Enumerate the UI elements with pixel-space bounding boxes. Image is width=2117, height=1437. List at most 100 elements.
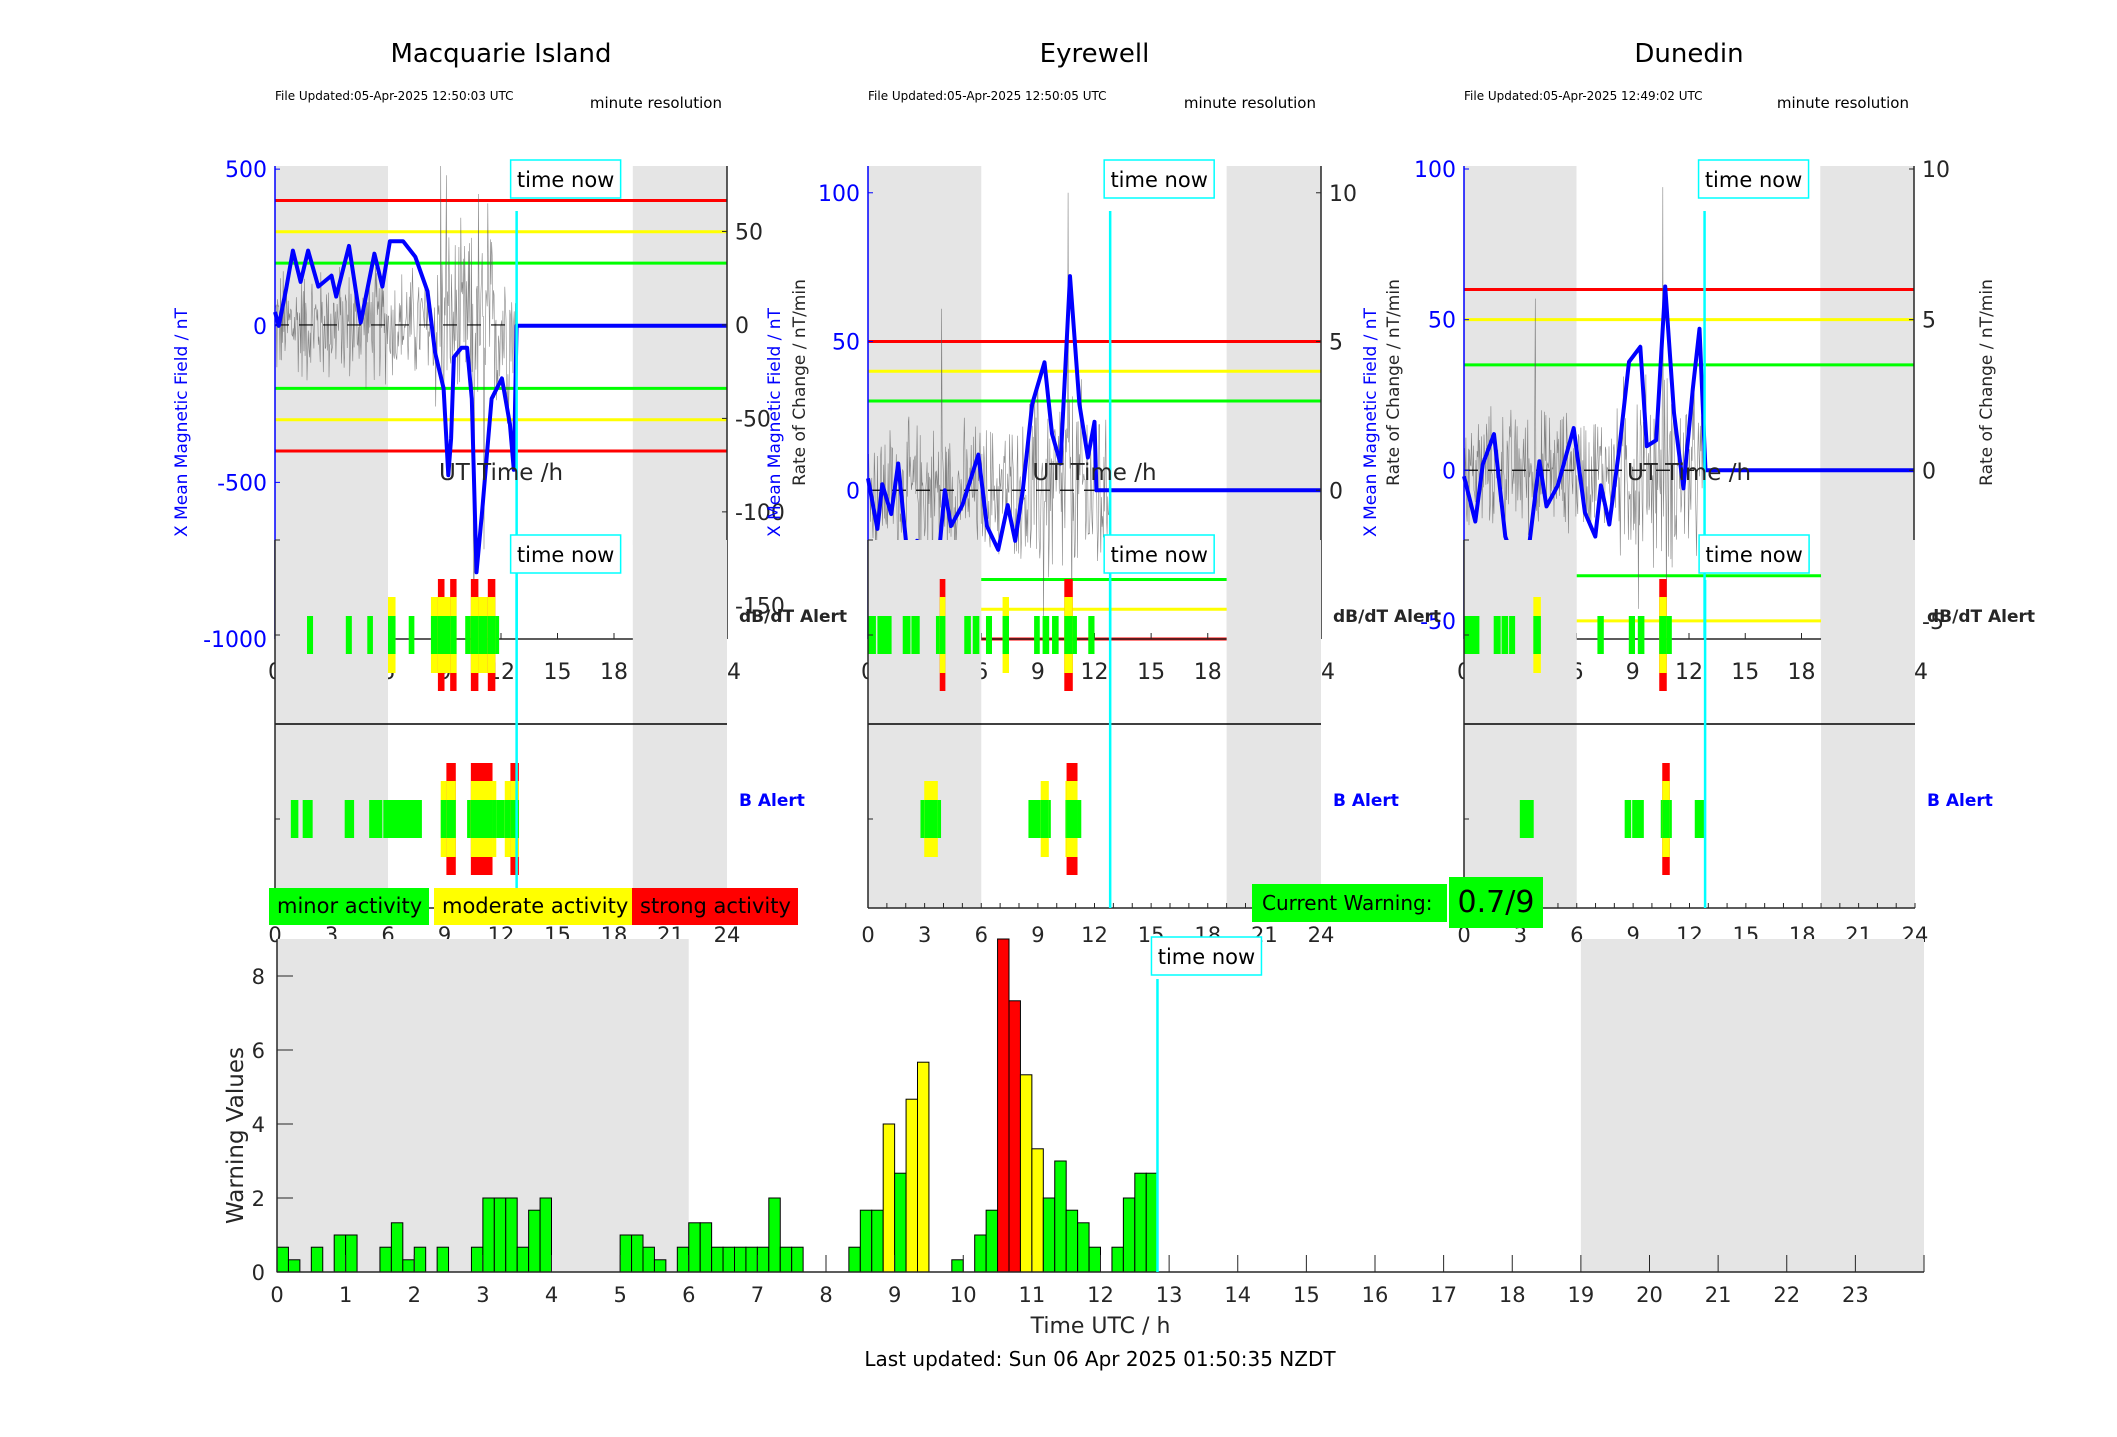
- y-left-tick-label: 50: [832, 331, 860, 356]
- x-tick-label: 12: [1081, 923, 1108, 947]
- x-tick-label: 11: [1019, 1283, 1046, 1307]
- alert-segment-minor: [408, 616, 415, 654]
- alert-segment-minor: [1028, 800, 1041, 838]
- alert-segment-minor: [920, 800, 925, 838]
- y-right-tick-label: 0: [735, 314, 749, 339]
- night-shading: [275, 166, 388, 546]
- alert-segment-minor: [1501, 616, 1509, 654]
- field-line: [866, 274, 1321, 618]
- alert-segment-minor: [877, 616, 892, 654]
- alert-segment-minor: [1066, 800, 1078, 838]
- warning-bar: [619, 1234, 633, 1273]
- warning-bar: [974, 1234, 987, 1273]
- x-tick-label: 4: [545, 1283, 558, 1307]
- alert-segment-minor: [450, 616, 457, 654]
- warning-bar: [345, 1234, 358, 1273]
- warning-bar: [1054, 1160, 1067, 1273]
- warning-bar: [1122, 1197, 1136, 1273]
- magnetometer-plot-dunedin: Dunedin File Updated:05-Apr-2025 12:49:02…: [1361, 39, 1997, 685]
- warning-bar: [745, 1246, 758, 1273]
- alert-segment-minor: [1034, 616, 1040, 654]
- alert-segment-minor: [440, 800, 447, 838]
- y-right-tick-label: -150: [735, 594, 785, 619]
- time-now-label-box: [1150, 936, 1263, 976]
- warning-bar: [722, 1246, 736, 1273]
- y-left-axis-label: X Mean Magnetic Field / nT: [1361, 307, 1381, 537]
- warning-bar: [528, 1209, 541, 1273]
- alert-segment-minor: [369, 800, 383, 838]
- warning-bar: [1145, 1172, 1159, 1273]
- x-tick-label: 12: [1675, 660, 1703, 685]
- resolution-text: minute resolution: [1184, 94, 1316, 112]
- x-tick-label: 3: [918, 923, 931, 947]
- alert-segment-minor: [939, 616, 946, 654]
- alert-segment-minor: [964, 616, 971, 654]
- y-left-axis-label: X Mean Magnetic Field / nT: [765, 307, 785, 537]
- x-tick-label: 14: [1224, 1283, 1251, 1307]
- alert-segment-minor: [1669, 800, 1672, 838]
- alert-segment-minor: [1048, 800, 1051, 838]
- x-tick-label: 0: [861, 923, 874, 947]
- alert-segment-minor: [1464, 616, 1480, 654]
- time-now-label-text: time now: [1705, 168, 1802, 192]
- y-axis-label: Warning Values: [223, 1047, 249, 1224]
- alert-segment-minor: [1628, 616, 1636, 654]
- alert-segment-minor: [911, 616, 920, 654]
- alert-segment-minor: [383, 800, 422, 838]
- time-now-label-box: [509, 534, 622, 574]
- x-tick-label: 15: [1293, 1283, 1320, 1307]
- alert-segment-minor: [1072, 616, 1077, 654]
- warning-bar: [436, 1246, 450, 1273]
- x-tick-label: 0: [1457, 923, 1470, 947]
- y-tick-label: 6: [252, 1039, 265, 1063]
- b-alert-label: B Alert: [739, 791, 805, 811]
- alert-segment-minor: [388, 616, 396, 654]
- warning-bar: [882, 1123, 896, 1273]
- warning-bar: [493, 1197, 507, 1273]
- y-left-tick-label: -50: [1420, 610, 1456, 635]
- file-updated-text: File Updated:05-Apr-2025 12:50:05 UTC: [868, 89, 1107, 103]
- time-now-label-text: time now: [1705, 543, 1802, 567]
- warning-bar: [734, 1246, 747, 1273]
- alert-segment-minor: [1694, 800, 1704, 838]
- field-line: [273, 239, 727, 575]
- x-tick-label: 24: [714, 923, 741, 947]
- station-title: Eyrewell: [1040, 39, 1150, 69]
- x-tick-label: 10: [950, 1283, 977, 1307]
- alert-segment-minor: [467, 800, 471, 838]
- y-left-tick-label: 500: [225, 158, 267, 183]
- alert-segment-minor: [444, 616, 451, 654]
- x-tick-label: 13: [1156, 1283, 1183, 1307]
- x-tick-label: 24: [1308, 923, 1335, 947]
- warning-bar: [310, 1246, 324, 1273]
- rate-of-change-line: [1463, 187, 1705, 618]
- warning-bar: [1042, 1197, 1056, 1273]
- x-tick-label: 3: [476, 1283, 489, 1307]
- y-right-tick-label: 0: [1329, 479, 1343, 504]
- warning-bar: [1019, 1074, 1033, 1273]
- x-tick-label: 15: [1731, 660, 1759, 685]
- x-tick-label: 7: [751, 1283, 764, 1307]
- x-tick-label: 16: [1362, 1283, 1389, 1307]
- warning-bar: [871, 1209, 884, 1273]
- x-tick-label: 20: [1636, 1283, 1663, 1307]
- alert-segment-minor: [1660, 800, 1663, 838]
- rate-of-change-line: [867, 192, 1110, 619]
- warning-values-bar-chart: 0 1 2 3 4 5 6 7 8 9 10 11 12 13 14 15 16 17 18 19 20 21 22 2302…: [223, 936, 1925, 1371]
- warning-bar: [997, 938, 1010, 1273]
- x-tick-label: 15: [544, 660, 572, 685]
- x-tick-label: 6: [975, 923, 988, 947]
- warning-bar: [905, 1098, 919, 1273]
- x-axis-label: UT Time /h: [1032, 460, 1156, 486]
- alert-segment-minor: [446, 800, 456, 838]
- x-tick-label: 18: [1788, 660, 1816, 685]
- alert-segment-minor: [1662, 800, 1670, 838]
- alert-segment-minor: [478, 616, 488, 654]
- last-updated-text: Last updated: Sun 06 Apr 2025 01:50:35 N…: [864, 1347, 1336, 1371]
- y-left-tick-label: -500: [217, 471, 267, 496]
- y-left-tick-label: 50: [1428, 309, 1456, 334]
